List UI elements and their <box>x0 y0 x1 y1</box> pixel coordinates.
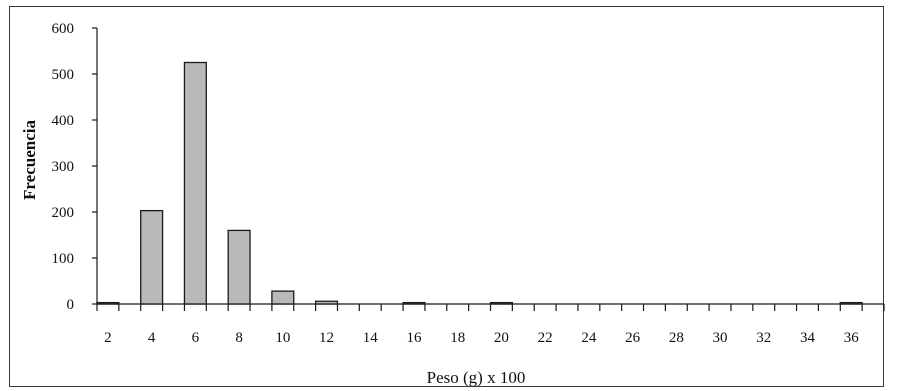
x-tick-label: 10 <box>275 330 290 346</box>
bar <box>489 301 514 305</box>
bar <box>839 301 863 305</box>
y-tick-label: 600 <box>52 21 75 37</box>
x-tick-label: 18 <box>450 330 465 346</box>
x-tick-labels: 2 4 6 8 10 12 14 16 18 20 22 24 26 28 30 32 34 36 <box>104 330 859 346</box>
y-tick-label: 0 <box>67 297 75 313</box>
chart-frame <box>9 6 884 387</box>
x-tick-label: 22 <box>538 330 553 346</box>
x-tick-label: 6 <box>192 330 200 346</box>
x-axis-title: Peso (g) x 100 <box>427 368 526 387</box>
x-tick-label: 28 <box>669 330 684 346</box>
x-tick-label: 36 <box>844 330 860 346</box>
y-tick-label: 100 <box>52 251 75 267</box>
x-tick-label: 8 <box>235 330 243 346</box>
bars <box>96 61 863 305</box>
bar <box>314 300 339 305</box>
bar <box>96 301 120 305</box>
y-tick-labels: 0 100 200 300 400 500 600 <box>52 21 75 313</box>
y-tick-label: 400 <box>52 113 75 129</box>
x-tick-label: 30 <box>713 330 728 346</box>
x-tick-label: 16 <box>406 330 422 346</box>
x-tick-label: 34 <box>800 330 816 346</box>
x-tick-label: 20 <box>494 330 509 346</box>
bar <box>271 290 295 305</box>
x-tick-label: 26 <box>625 330 641 346</box>
bar <box>183 61 207 305</box>
y-tick-label: 300 <box>52 159 75 175</box>
x-tick-label: 12 <box>319 330 334 346</box>
axes <box>92 27 885 311</box>
x-tick-label: 32 <box>756 330 771 346</box>
x-tick-label: 2 <box>104 330 112 346</box>
bar <box>402 301 426 305</box>
x-tick-label: 4 <box>148 330 156 346</box>
x-tick-label: 24 <box>581 330 597 346</box>
y-tick-label: 200 <box>52 205 75 221</box>
bar <box>227 229 251 305</box>
x-tick-label: 14 <box>363 330 379 346</box>
y-axis-title: Frecuencia <box>20 120 39 200</box>
y-tick-label: 500 <box>52 67 75 83</box>
bar <box>140 209 164 305</box>
